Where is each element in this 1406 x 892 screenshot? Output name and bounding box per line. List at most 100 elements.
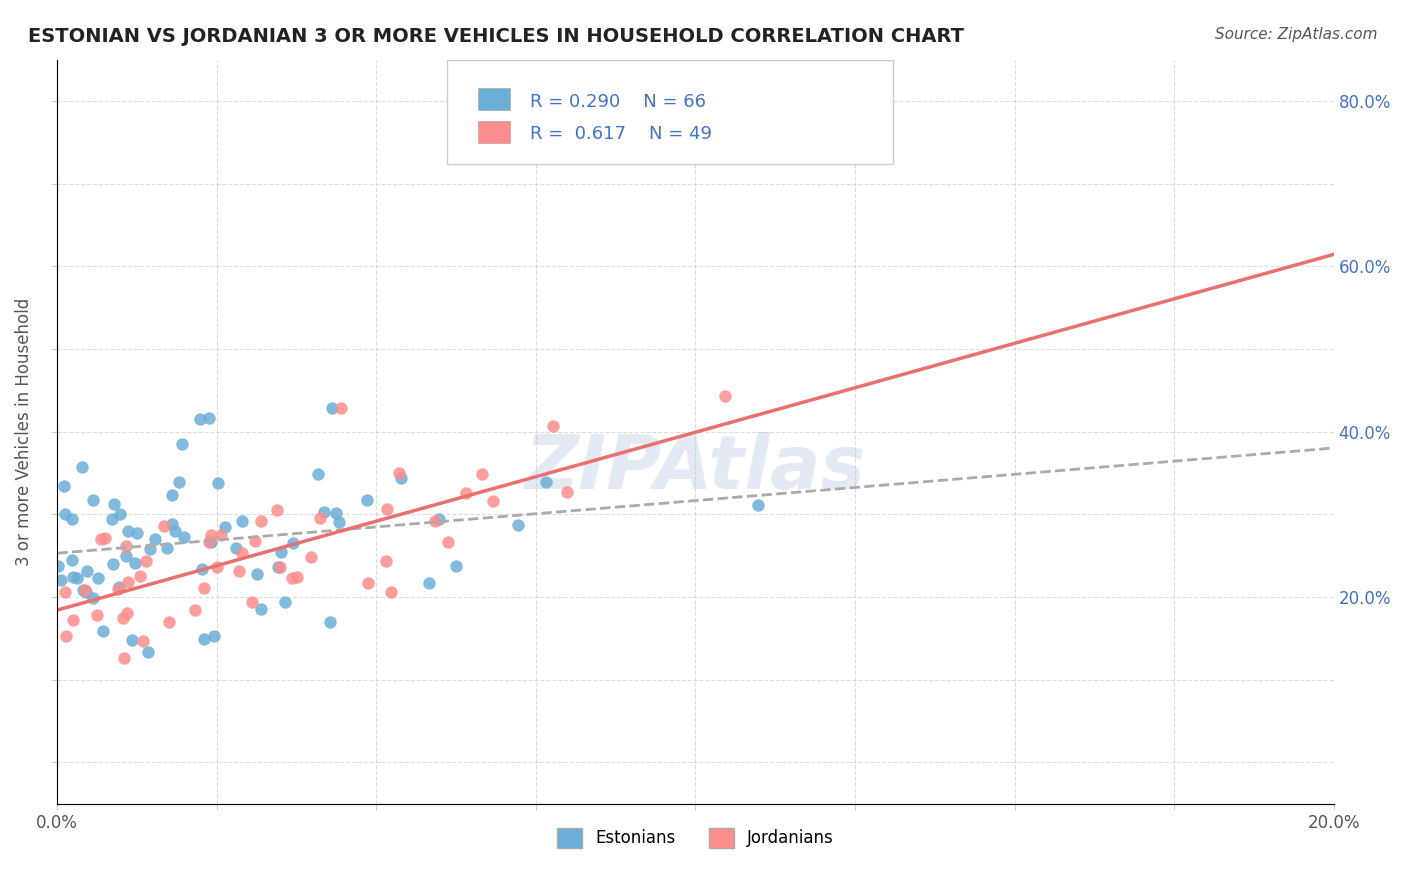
Point: [160, 488, 183, 502]
Point: [124, 556, 146, 570]
Point: [169, 475, 191, 489]
Point: [436, 534, 458, 549]
Point: [87, 571, 110, 585]
Point: [329, 401, 352, 415]
Point: [135, 554, 157, 568]
Text: ESTONIAN VS JORDANIAN 3 OR MORE VEHICLES IN HOUSEHOLD CORRELATION CHART: ESTONIAN VS JORDANIAN 3 OR MORE VEHICLES…: [28, 27, 965, 45]
Point: [82, 591, 104, 605]
Point: [270, 545, 292, 559]
Point: [160, 517, 183, 532]
Point: [107, 582, 129, 596]
Point: [375, 502, 398, 516]
Point: [200, 535, 222, 549]
Point: [82, 493, 104, 508]
Point: [418, 575, 440, 590]
Point: [454, 486, 477, 500]
Point: [285, 570, 308, 584]
Text: R =  0.617    N = 49: R = 0.617 N = 49: [530, 125, 711, 143]
Point: [62, 512, 84, 526]
Point: [139, 542, 162, 557]
Point: [75, 584, 97, 599]
Point: [65, 570, 87, 584]
Point: [193, 632, 215, 647]
FancyBboxPatch shape: [447, 60, 893, 164]
Point: [172, 437, 194, 451]
Point: [94, 531, 117, 545]
Point: [197, 535, 219, 549]
Point: [132, 633, 155, 648]
Point: [108, 507, 131, 521]
Point: [747, 498, 769, 512]
Point: [46, 559, 69, 574]
Point: [73, 582, 96, 597]
Legend: Estonians, Jordanians: Estonians, Jordanians: [550, 822, 841, 855]
Point: [506, 518, 529, 533]
Point: [173, 530, 195, 544]
Point: [188, 411, 211, 425]
Point: [156, 541, 179, 556]
Point: [374, 554, 396, 568]
Point: [319, 615, 342, 629]
Point: [62, 613, 84, 627]
Point: [143, 532, 166, 546]
Point: [117, 524, 139, 538]
Point: [152, 519, 174, 533]
Point: [389, 471, 412, 485]
Point: [356, 493, 378, 508]
Point: [266, 503, 288, 517]
Point: [714, 389, 737, 403]
Point: [129, 568, 152, 582]
Point: [231, 546, 253, 560]
FancyBboxPatch shape: [478, 120, 510, 143]
Point: [60, 553, 83, 567]
Point: [207, 476, 229, 491]
Point: [53, 507, 76, 521]
Point: [387, 467, 409, 481]
Point: [197, 410, 219, 425]
Point: [245, 534, 267, 549]
Point: [427, 512, 450, 526]
Point: [274, 595, 297, 609]
Text: ZIPAtlas: ZIPAtlas: [524, 433, 866, 505]
Point: [93, 624, 115, 639]
Point: [76, 564, 98, 578]
Point: [136, 645, 159, 659]
Point: [228, 564, 250, 578]
Point: [231, 514, 253, 528]
Point: [90, 532, 112, 546]
Point: [225, 541, 247, 555]
Text: R = 0.290    N = 66: R = 0.290 N = 66: [530, 93, 706, 111]
Point: [470, 467, 492, 481]
Point: [536, 475, 558, 489]
Text: Source: ZipAtlas.com: Source: ZipAtlas.com: [1215, 27, 1378, 42]
Point: [86, 607, 108, 622]
Point: [205, 560, 228, 574]
Point: [200, 527, 222, 541]
Point: [269, 560, 291, 574]
Point: [103, 497, 125, 511]
Point: [240, 595, 263, 609]
Point: [55, 629, 77, 643]
Point: [267, 560, 290, 574]
Point: [72, 582, 94, 597]
Point: [214, 520, 236, 534]
Point: [52, 479, 75, 493]
Point: [307, 467, 329, 481]
Point: [299, 549, 322, 564]
FancyBboxPatch shape: [478, 88, 510, 111]
Point: [209, 528, 232, 542]
Point: [314, 505, 336, 519]
Point: [49, 573, 72, 587]
Point: [281, 571, 304, 585]
Point: [191, 562, 214, 576]
Point: [117, 574, 139, 589]
Point: [159, 615, 181, 630]
Point: [111, 611, 134, 625]
Point: [115, 549, 138, 563]
Point: [357, 576, 380, 591]
Point: [321, 401, 343, 415]
Point: [202, 629, 225, 643]
Point: [444, 559, 467, 574]
Point: [70, 459, 93, 474]
Point: [250, 602, 273, 616]
